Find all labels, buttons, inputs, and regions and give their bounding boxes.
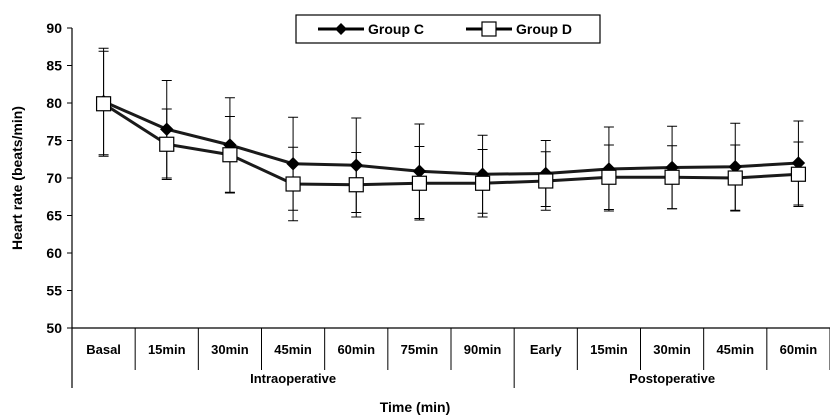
data-point-square bbox=[727, 170, 743, 186]
y-tick-label: 50 bbox=[46, 320, 62, 336]
data-point-square bbox=[790, 166, 807, 182]
y-tick-label: 65 bbox=[46, 208, 62, 224]
y-tick-label: 75 bbox=[46, 133, 62, 149]
x-axis-title: Time (min) bbox=[380, 399, 451, 415]
x-tick-label: Early bbox=[530, 342, 563, 357]
series-line bbox=[102, 100, 799, 176]
legend-label: Group D bbox=[516, 21, 572, 37]
data-point-diamond bbox=[286, 157, 300, 171]
x-tick-label: 30min bbox=[653, 342, 691, 357]
x-tick-label: 30min bbox=[211, 342, 249, 357]
legend-label: Group C bbox=[368, 21, 424, 37]
data-point-square bbox=[348, 177, 364, 193]
error-bars bbox=[98, 47, 804, 222]
data-point-square bbox=[222, 147, 238, 163]
data-point-square bbox=[601, 169, 617, 185]
x-tick-label: 15min bbox=[590, 342, 628, 357]
legend: Group C Group D bbox=[295, 14, 601, 44]
x-tick-label: Basal bbox=[86, 342, 121, 357]
data-point-square bbox=[538, 173, 554, 189]
y-axis-ticks: 50 55 60 65 70 75 80 85 90 bbox=[46, 20, 72, 336]
data-point-square bbox=[411, 175, 428, 191]
data-point-diamond bbox=[160, 122, 174, 136]
x-tick-label: 90min bbox=[464, 342, 502, 357]
series-lines bbox=[102, 100, 799, 187]
y-tick-label: 80 bbox=[46, 95, 62, 111]
data-point-diamond bbox=[349, 158, 363, 172]
y-axis-title: Heart rate (beats/min) bbox=[9, 106, 25, 250]
legend-marker-diamond bbox=[335, 23, 347, 35]
series-line bbox=[102, 102, 799, 187]
x-group-label: Postoperative bbox=[629, 371, 715, 386]
x-tick-label: 75min bbox=[401, 342, 439, 357]
x-axis-categories: Basal 15min 30min 45min 60min 75min 90min Early… bbox=[86, 328, 830, 388]
x-tick-label: 60min bbox=[337, 342, 375, 357]
legend-marker-square bbox=[481, 21, 497, 37]
y-tick-label: 55 bbox=[46, 283, 62, 299]
data-point-square bbox=[285, 176, 301, 192]
y-tick-label: 85 bbox=[46, 58, 62, 74]
data-point-square bbox=[159, 136, 175, 152]
y-tick-label: 60 bbox=[46, 245, 62, 261]
data-point-square bbox=[474, 175, 491, 191]
y-tick-label: 70 bbox=[46, 170, 62, 186]
data-point-square bbox=[664, 169, 680, 185]
x-tick-label: 15min bbox=[148, 342, 186, 357]
data-point-diamond bbox=[412, 164, 427, 178]
x-group-label: Intraoperative bbox=[250, 371, 336, 386]
x-tick-label: 60min bbox=[780, 342, 818, 357]
x-tick-label: 45min bbox=[274, 342, 312, 357]
series-markers bbox=[95, 94, 807, 193]
x-tick-label: 45min bbox=[716, 342, 754, 357]
y-tick-label: 90 bbox=[46, 20, 62, 36]
data-point-square bbox=[95, 96, 112, 112]
